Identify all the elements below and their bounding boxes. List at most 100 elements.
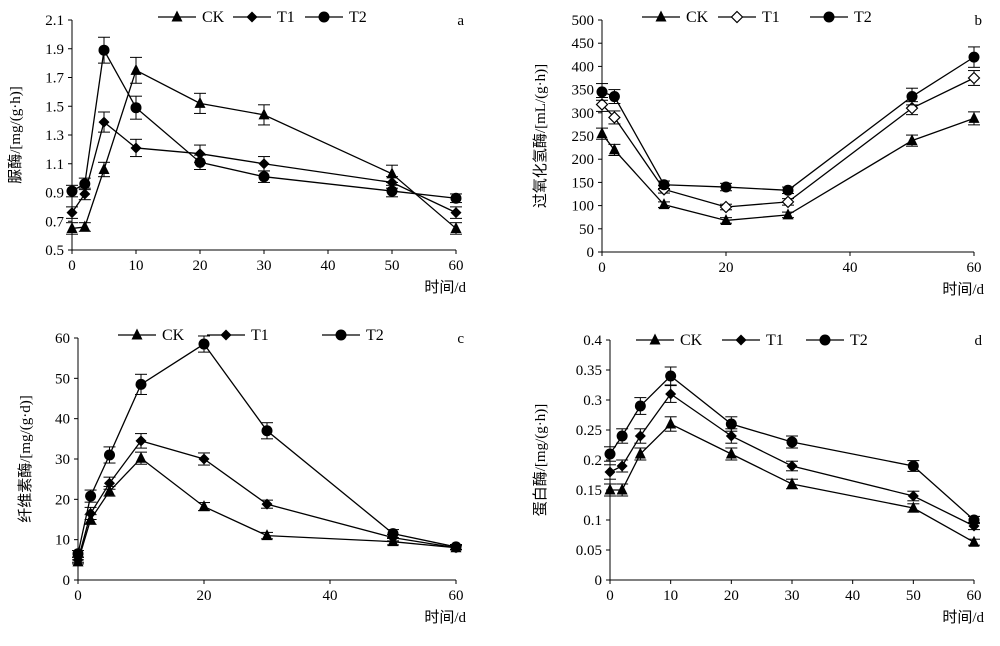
cellulase-t1-legend-marker xyxy=(220,329,232,341)
cellulase-ck-point xyxy=(104,484,115,496)
urease-t1-legend-label: T1 xyxy=(277,9,295,26)
catalase-t2-legend-label: T2 xyxy=(854,9,872,26)
urease-t1-point xyxy=(98,116,110,128)
protease-t2-point xyxy=(634,400,646,412)
catalase-ck-point xyxy=(658,198,670,210)
cellulase-t2-point xyxy=(261,425,273,437)
protease-t1-legend-label: T1 xyxy=(766,332,784,349)
catalase-t1-point xyxy=(595,98,609,111)
catalase-y-axis-title: 过氧化氢酶/[mL/(g·h)] xyxy=(532,64,549,208)
urease-t1-legend-marker xyxy=(246,11,258,23)
urease-ck-legend-label: CK xyxy=(202,9,225,26)
catalase-y-tick-label: 400 xyxy=(572,59,595,75)
protease-ck-point xyxy=(786,477,798,489)
cellulase-t2-point xyxy=(387,528,399,540)
cellulase-x-axis-title: 时间/d xyxy=(424,609,466,626)
catalase-t2-point xyxy=(968,51,980,63)
urease-t1-point xyxy=(79,188,91,200)
urease-t2-point xyxy=(386,185,398,197)
urease-y-tick-label: 0.9 xyxy=(45,186,64,202)
urease-ck-legend-marker xyxy=(171,10,183,22)
protease-t1-legend-marker xyxy=(735,334,747,346)
protease-x-tick-label: 50 xyxy=(906,588,921,604)
catalase-t1-legend-label: T1 xyxy=(762,9,780,26)
protease-ck-legend-label: CK xyxy=(680,332,703,349)
protease-x-tick-label: 40 xyxy=(845,588,860,604)
cellulase-y-tick-label: 30 xyxy=(55,452,70,468)
protease-t2-line xyxy=(609,375,975,521)
catalase-ck-point xyxy=(782,208,794,220)
cellulase-t2-point xyxy=(85,490,97,502)
cellulase-x-tick-label: 60 xyxy=(449,588,464,604)
catalase-x-axis-title: 时间/d xyxy=(942,281,984,298)
catalase-t1-point xyxy=(781,195,795,209)
catalase-y-tick-label: 250 xyxy=(572,129,595,145)
catalase-t2-point xyxy=(608,91,620,103)
urease-x-tick-label: 40 xyxy=(321,258,336,274)
protease-ck-point xyxy=(725,447,737,459)
urease-ck-point xyxy=(66,221,78,233)
urease-x-tick-label: 30 xyxy=(257,258,272,274)
cellulase-ck-line xyxy=(77,457,457,563)
protease-y-tick-label: 0.3 xyxy=(583,393,602,409)
cellulase-ck-point xyxy=(198,500,210,512)
cellulase-x-tick-label: 0 xyxy=(74,588,82,604)
catalase-t2-point xyxy=(906,91,918,103)
cellulase-t1-point xyxy=(198,453,210,465)
protease-ck-point xyxy=(634,447,646,459)
cellulase-ck-point xyxy=(135,451,147,463)
protease-y-tick-label: 0.2 xyxy=(583,453,602,469)
catalase-y-tick-label: 350 xyxy=(572,83,595,99)
catalase-y-tick-label: 500 xyxy=(572,13,595,29)
urease-t1-point xyxy=(258,158,270,170)
catalase-t2-point xyxy=(596,86,608,98)
cellulase-t2-point xyxy=(72,548,84,560)
cellulase-y-tick-label: 10 xyxy=(55,533,70,549)
catalase-chart-panel: 0 50 100 150 200 250 300 350 400 450 500 0 20 40 60 时间/… xyxy=(532,9,984,298)
urease-t2-point xyxy=(450,192,462,204)
urease-ck-point xyxy=(98,163,110,174)
catalase-ck-point xyxy=(906,134,918,146)
protease-t1-point xyxy=(907,490,919,502)
cellulase-y-axis-title: 纤维素酶/[mg/(g·d)] xyxy=(17,395,34,522)
protease-x-tick-label: 20 xyxy=(724,588,739,604)
cellulase-y-tick-label: 20 xyxy=(55,492,70,508)
protease-ck-point xyxy=(604,483,616,495)
protease-y-axis-title: 蛋白酶/[mg/(g·h)] xyxy=(532,404,549,516)
protease-t1-point xyxy=(634,430,646,442)
urease-ck-point xyxy=(130,63,142,75)
urease-ck-point xyxy=(258,108,270,120)
catalase-x-tick-label: 40 xyxy=(843,260,858,276)
cellulase-y-tick-label: 50 xyxy=(55,371,70,387)
protease-t2-point xyxy=(665,370,677,382)
catalase-y-tick-label: 200 xyxy=(572,152,595,168)
protease-ck-point xyxy=(616,483,628,495)
protease-y-tick-label: 0.4 xyxy=(583,333,602,349)
urease-t2-point xyxy=(258,171,270,183)
protease-x-tick-label: 60 xyxy=(967,588,982,604)
protease-t2-point xyxy=(786,436,798,448)
urease-chart-panel: 0.5 0.7 0.9 1.1 1.3 1.5 1.7 1.9 2.1 0 10 20 30 40 50 60… xyxy=(7,9,466,296)
protease-t2-point xyxy=(907,460,919,472)
catalase-ck-legend-marker xyxy=(655,10,667,22)
catalase-y-tick-label: 100 xyxy=(572,199,595,215)
cellulase-t1-point xyxy=(261,498,273,510)
urease-y-tick-label: 0.5 xyxy=(45,243,64,259)
cellulase-t2-point xyxy=(450,541,462,553)
protease-x-axis-title: 时间/d xyxy=(942,609,984,626)
protease-t1-point xyxy=(665,388,677,400)
catalase-t2-line xyxy=(601,56,975,191)
catalase-y-tick-label: 0 xyxy=(587,245,595,261)
urease-x-tick-label: 10 xyxy=(129,258,144,274)
urease-ck-point xyxy=(450,221,462,233)
urease-ck-point xyxy=(79,220,91,232)
urease-t1-point xyxy=(450,207,462,219)
urease-x-tick-label: 0 xyxy=(68,258,76,274)
catalase-ck-point xyxy=(720,213,732,225)
protease-x-tick-label: 30 xyxy=(785,588,800,604)
cellulase-t1-line xyxy=(77,440,457,561)
cellulase-t2-line xyxy=(77,343,457,554)
protease-ck-legend-marker xyxy=(649,333,661,345)
catalase-ck-point xyxy=(968,111,980,123)
protease-t2-point xyxy=(725,418,737,430)
